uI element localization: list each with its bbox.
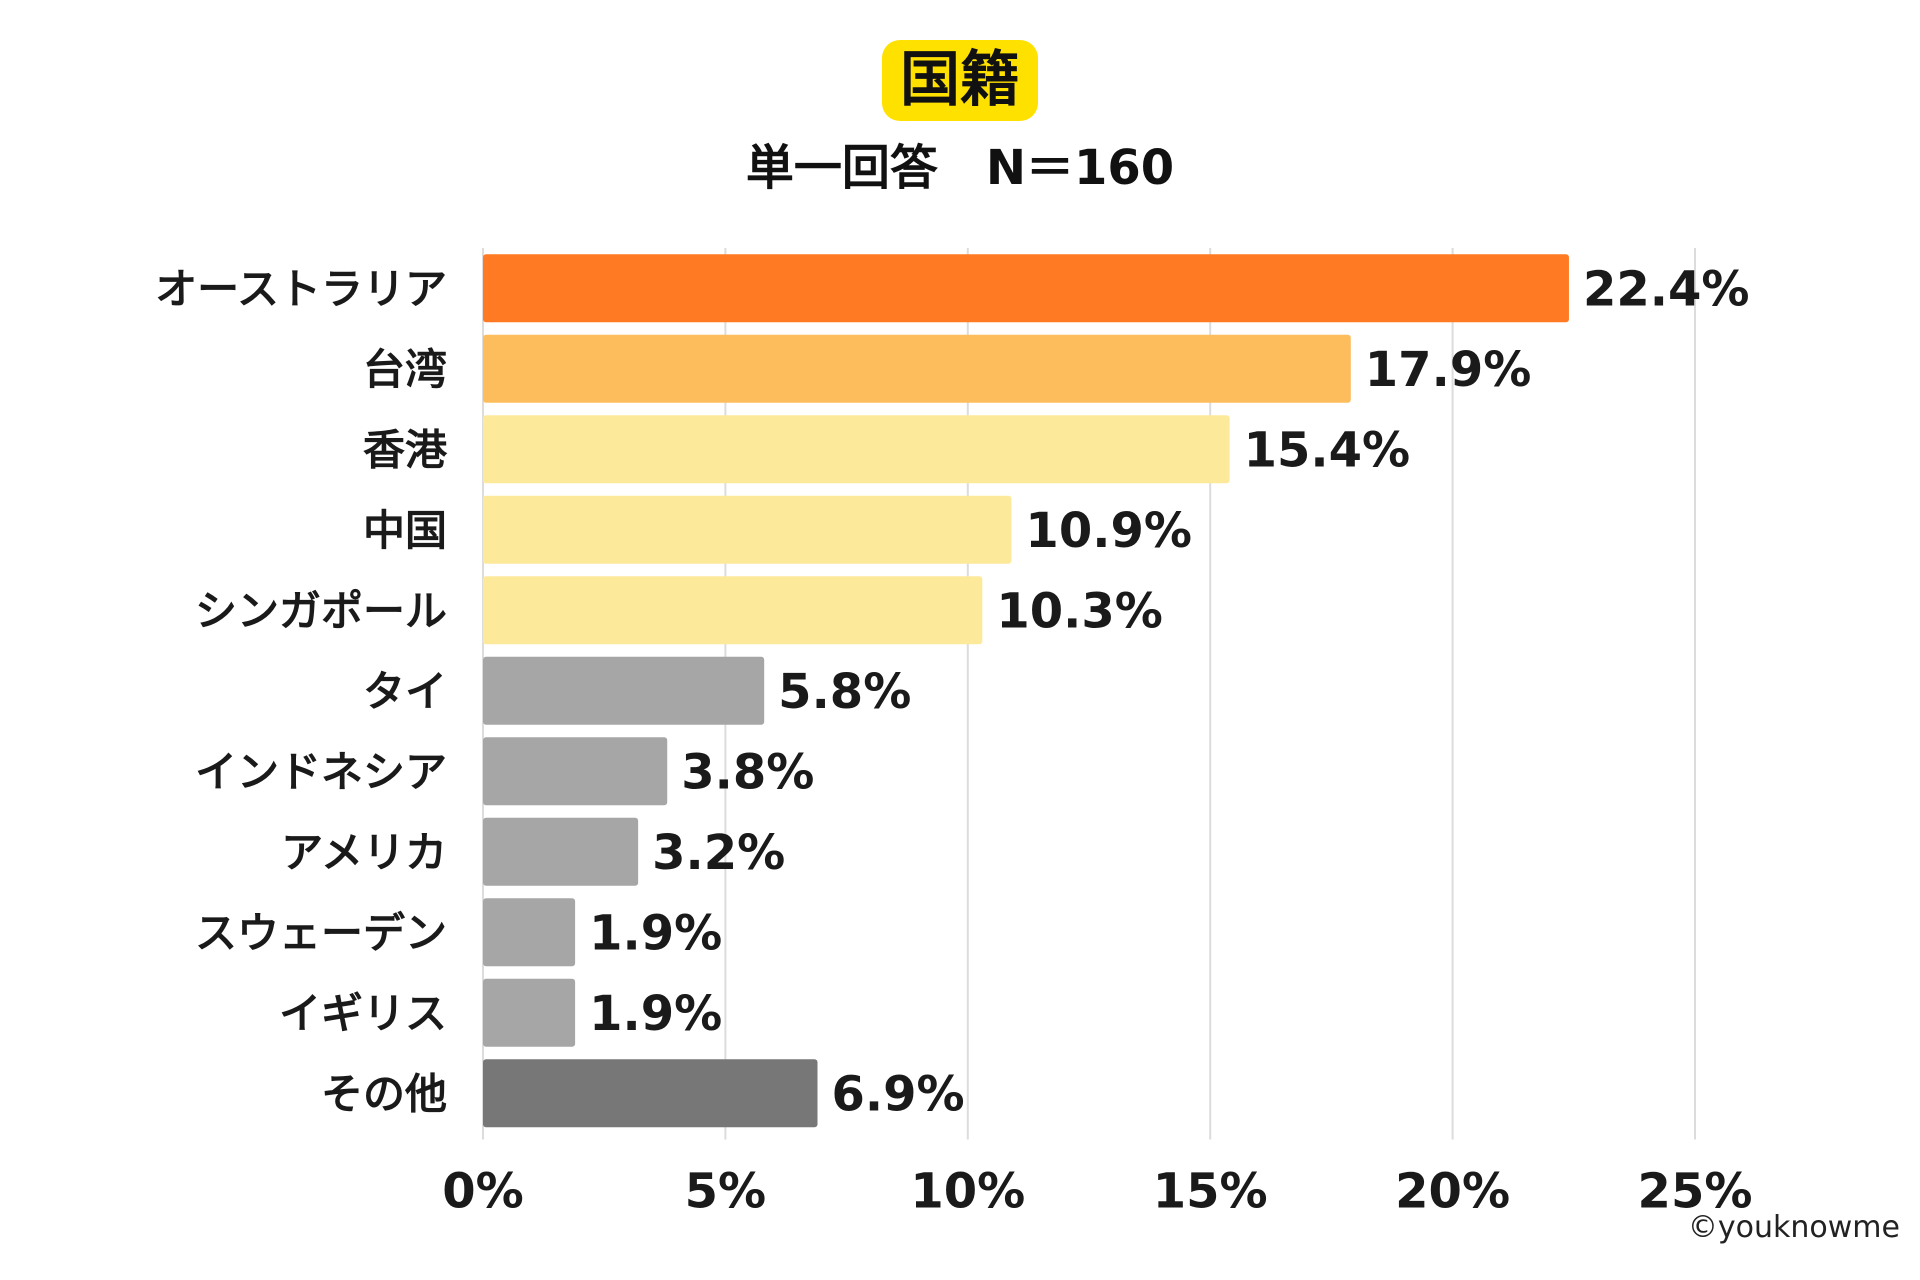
bar xyxy=(483,1059,818,1128)
x-tick-label: 25% xyxy=(1638,1164,1753,1220)
bar xyxy=(483,334,1351,403)
category-label: 中国 xyxy=(363,506,447,555)
x-tick-label: 20% xyxy=(1395,1164,1510,1220)
bar xyxy=(483,817,639,886)
data-label: 10.3% xyxy=(996,583,1163,639)
bar xyxy=(483,898,576,967)
data-label: 3.2% xyxy=(652,825,785,881)
category-label: シンガポール xyxy=(195,586,447,635)
chart-title: 国籍 xyxy=(882,40,1038,121)
bar xyxy=(483,576,983,645)
x-tick-label: 15% xyxy=(1153,1164,1268,1220)
data-label: 17.9% xyxy=(1365,342,1532,398)
category-label: 香港 xyxy=(363,425,448,474)
bar xyxy=(483,656,765,725)
bar xyxy=(483,737,668,806)
category-label: アメリカ xyxy=(281,828,447,877)
data-label: 15.4% xyxy=(1244,422,1411,478)
category-label: 台湾 xyxy=(363,345,447,394)
category-label: オーストラリア xyxy=(155,264,447,313)
title-container: 国籍 xyxy=(0,40,1920,121)
data-label: 1.9% xyxy=(589,986,722,1042)
x-tick-label: 10% xyxy=(910,1164,1025,1220)
category-label: タイ xyxy=(363,667,447,716)
category-label: スウェーデン xyxy=(195,908,447,957)
copyright-credit: ©youknowme xyxy=(1687,1210,1900,1245)
x-tick-label: 5% xyxy=(685,1164,767,1220)
data-label: 5.8% xyxy=(778,664,911,720)
data-label: 22.4% xyxy=(1583,261,1750,317)
category-label: イギリス xyxy=(279,989,447,1038)
chart-subtitle: 単一回答 N＝160 xyxy=(745,140,1175,196)
data-label: 10.9% xyxy=(1025,503,1192,559)
bar xyxy=(483,495,1012,564)
bar xyxy=(483,978,576,1047)
category-label: その他 xyxy=(321,1069,447,1118)
data-label: 3.8% xyxy=(681,744,814,800)
data-label: 1.9% xyxy=(589,905,722,961)
bar xyxy=(483,415,1230,484)
category-label: インドネシア xyxy=(195,747,447,796)
x-tick-label: 0% xyxy=(442,1164,524,1220)
bar xyxy=(483,254,1569,323)
data-label: 6.9% xyxy=(832,1066,965,1122)
